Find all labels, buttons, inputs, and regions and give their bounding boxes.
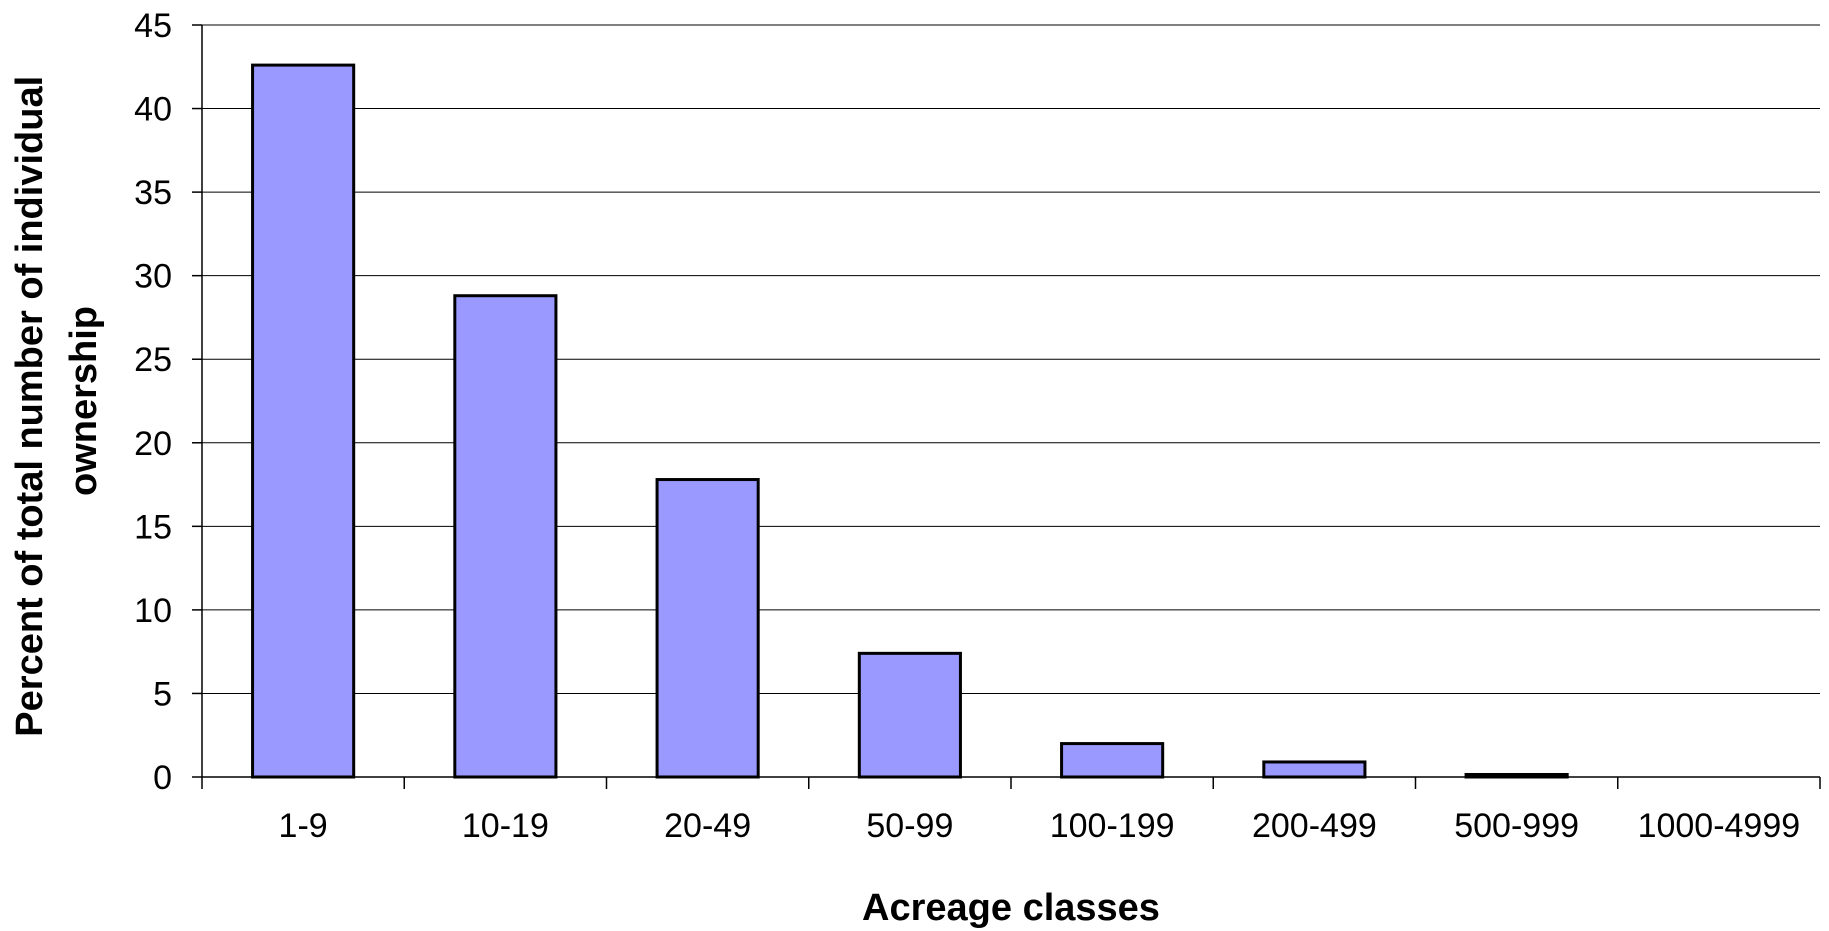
- y-axis-title: Percent of total number of individual ow…: [9, 65, 105, 736]
- y-axis-title-line-2: ownership: [63, 306, 105, 496]
- y-tick-labels: 0 5 10 15 20 25 30 35 40 45: [134, 7, 172, 797]
- y-tick-label: 30: [134, 258, 172, 296]
- bar-100-199: [1060, 742, 1165, 779]
- gridlines: [192, 24, 1820, 778]
- x-tick-label: 500-999: [1454, 807, 1579, 845]
- x-tick-labels: 1-9 10-19 20-49 50-99 100-199 200-499 500-999 1…: [201, 777, 1821, 845]
- y-tick-label: 5: [153, 675, 172, 713]
- y-axis-title-line-1: Percent of total number of individual: [9, 76, 51, 737]
- x-tick-label: 1000-4999: [1638, 807, 1801, 845]
- bars: [251, 63, 1569, 779]
- y-tick-label: 15: [134, 508, 172, 546]
- y-tick-label: 10: [134, 592, 172, 630]
- bar-1-9: [251, 63, 356, 779]
- bar-50-99: [857, 651, 962, 779]
- x-tick-label: 100-199: [1050, 807, 1175, 845]
- x-tick-label: 10-19: [462, 807, 549, 845]
- x-tick-label: 20-49: [664, 807, 751, 845]
- x-tick-label: 200-499: [1252, 807, 1377, 845]
- bar-20-49: [655, 478, 760, 779]
- x-axis-title: Acreage classes: [862, 887, 1160, 929]
- y-tick-label: 45: [134, 7, 172, 45]
- y-tick-label: 20: [134, 425, 172, 463]
- y-tick-label: 35: [134, 174, 172, 212]
- y-tick-label: 40: [134, 91, 172, 129]
- y-tick-label: 25: [134, 341, 172, 379]
- bar-10-19: [453, 294, 558, 779]
- axes: [201, 25, 1820, 778]
- x-tick-label: 50-99: [866, 807, 953, 845]
- x-tick-label: 1-9: [279, 807, 328, 845]
- bar-200-499: [1262, 760, 1367, 779]
- y-tick-label: 0: [153, 759, 172, 797]
